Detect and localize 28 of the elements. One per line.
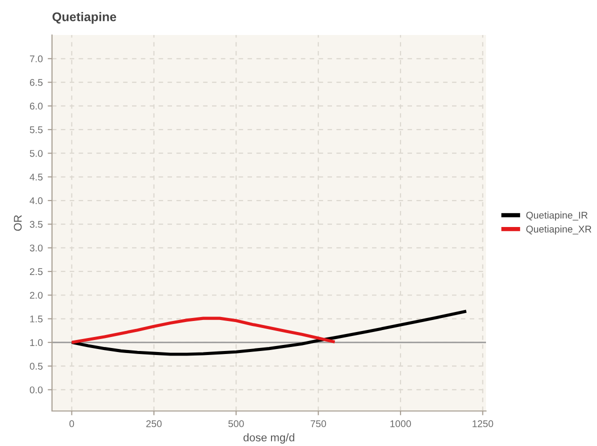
- x-axis-title: dose mg/d: [244, 433, 294, 444]
- line-series: [70, 316, 336, 344]
- y-tick-label: 6.5: [30, 79, 43, 86]
- line-series: [70, 310, 468, 356]
- legend-label: Quetiapine_IR: [526, 212, 588, 221]
- legend-label: Quetiapine_XR: [526, 225, 592, 234]
- y-tick-label: 1.0: [30, 339, 43, 346]
- x-tick-label: 750: [310, 420, 326, 428]
- y-tick-label: 7.0: [30, 55, 43, 62]
- y-tick-label: 5.5: [30, 126, 43, 134]
- y-tick-label: 2.0: [30, 292, 43, 299]
- x-tick-label: 1000: [390, 420, 411, 428]
- x-tick-label: 0: [69, 420, 74, 428]
- x-tick-label: 250: [146, 420, 162, 428]
- y-axis-title: OR: [14, 215, 22, 231]
- y-tick-label: 5.0: [30, 150, 43, 157]
- x-tick-label: 1250: [472, 420, 494, 428]
- y-tick-label: 4.5: [30, 174, 43, 181]
- y-tick-label: 0.0: [30, 386, 43, 394]
- x-tick-label: 500: [228, 420, 244, 428]
- y-tick-label: 0.5: [30, 362, 43, 370]
- y-tick-label: 3.5: [30, 220, 43, 228]
- y-tick-label: 3.0: [30, 244, 43, 252]
- y-tick-label: 1.5: [30, 316, 43, 322]
- y-tick-label: 4.0: [30, 197, 43, 204]
- y-tick-label: 2.5: [30, 268, 43, 276]
- chart-title: Quetiapine: [52, 12, 116, 24]
- y-tick-label: 6.0: [30, 102, 43, 110]
